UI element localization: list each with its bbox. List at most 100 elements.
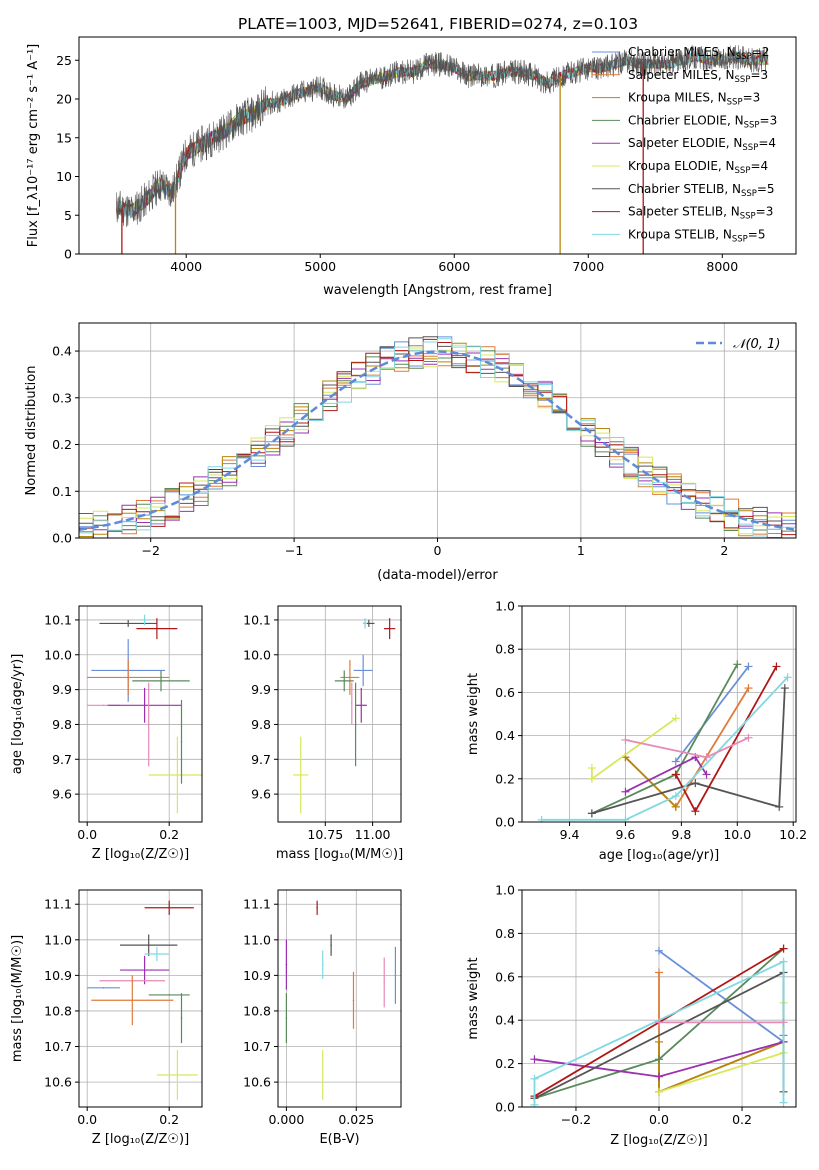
data-point xyxy=(330,944,332,946)
legend-subscript: SSP xyxy=(732,234,748,244)
y-tick-label: 9.8 xyxy=(251,717,271,732)
data-point xyxy=(352,999,355,1002)
y-tick-label: 10.8 xyxy=(243,1003,271,1018)
y-tick-label: 0.4 xyxy=(495,728,515,743)
y-tick-label: 11.1 xyxy=(243,897,271,912)
y-tick-label: 25 xyxy=(56,53,72,68)
y-tick-label: 10.0 xyxy=(44,647,72,662)
legend-label: Chabrier MILES, NSSP=2 xyxy=(628,45,769,62)
data-point xyxy=(316,906,318,909)
plot-area xyxy=(537,660,792,822)
legend-label: Salpeter STELIB, NSSP=3 xyxy=(628,205,773,222)
axes-frame xyxy=(78,605,203,823)
x-axis-label: wavelength [Angstrom, rest frame] xyxy=(323,283,552,298)
y-axis-label: Normed distribution xyxy=(24,366,39,496)
legend-tail: =3 xyxy=(756,205,774,219)
y-tick-label: 0.2 xyxy=(495,1056,515,1071)
y-tick-label: 1.0 xyxy=(495,883,515,898)
legend-subscript: SSP xyxy=(727,98,743,108)
plot-area xyxy=(87,900,198,1100)
y-tick-label: 10.8 xyxy=(44,1003,72,1018)
y-tick-label: 10.0 xyxy=(243,647,271,662)
data-point xyxy=(102,987,105,989)
data-point xyxy=(351,702,353,705)
legend-subscript: SSP xyxy=(744,120,760,130)
data-point xyxy=(143,619,146,621)
plot-area xyxy=(293,618,396,814)
data-point xyxy=(143,704,146,707)
legend-subscript: SSP xyxy=(735,166,751,176)
y-tick-label: 10.1 xyxy=(44,612,72,627)
legend-label: Chabrier ELODIE, NSSP=3 xyxy=(628,113,777,130)
y-tick-label: 0.3 xyxy=(52,390,72,405)
data-point xyxy=(131,999,134,1002)
weight-series-line xyxy=(675,666,778,814)
legend: 𝒩(0, 1) xyxy=(696,337,780,352)
y-tick-label: 9.6 xyxy=(52,787,72,802)
data-point xyxy=(160,680,162,682)
y-tick-label: 11.0 xyxy=(44,932,72,947)
data-point xyxy=(394,974,397,977)
legend-label: Kroupa ELODIE, NSSP=4 xyxy=(628,159,768,176)
y-tick-label: 10.6 xyxy=(243,1075,271,1090)
x-tick-label: 9.6 xyxy=(616,827,636,842)
y-tick-label: 0.0 xyxy=(495,1100,515,1115)
data-point xyxy=(147,944,150,946)
plot-area xyxy=(116,44,769,254)
x-tick-label: −2 xyxy=(141,543,159,558)
y-tick-label: 9.8 xyxy=(52,717,72,732)
data-point xyxy=(156,953,158,955)
age-vs-metallicity-panel: 0.0 0.2 9.6 9.7 9.8 9.9 10.0 10.1 Z [log₁₀(Z/Z☉)… xyxy=(10,605,203,862)
data-point xyxy=(143,969,146,971)
grid xyxy=(79,890,202,1107)
y-tick-label: 0.4 xyxy=(52,344,72,359)
x-tick-label: 0.0 xyxy=(77,1112,97,1127)
data-point xyxy=(168,994,170,996)
legend-label: Salpeter MILES, NSSP=3 xyxy=(628,68,768,85)
axes-frame xyxy=(78,889,203,1108)
legend-subscript: SSP xyxy=(736,52,752,62)
y-axis-label: mass weight xyxy=(466,673,481,755)
y-tick-label: 9.9 xyxy=(52,682,72,697)
grid xyxy=(79,606,202,822)
data-point xyxy=(368,622,370,625)
grid xyxy=(522,605,796,823)
x-tick-label: 4000 xyxy=(170,259,202,274)
figure-title: PLATE=1003, MJD=52641, FIBERID=0274, z=0… xyxy=(238,15,638,33)
legend-tail: =4 xyxy=(758,136,776,150)
x-tick-label: 10.2 xyxy=(779,827,807,842)
mass-vs-extinction-panel: 0.000 0.025 10.6 10.7 10.8 10.9 11.0 11.1 E(B-V) xyxy=(243,889,402,1147)
y-axis-label: mass [log₁₀(M/M☉)] xyxy=(10,935,25,1062)
x-tick-label: 0.2 xyxy=(159,1112,179,1127)
data-point xyxy=(180,1017,183,1019)
y-tick-label: 10.9 xyxy=(243,968,271,983)
weight-vs-metallicity-panel: −0.2 0.0 0.2 0.0 0.2 0.4 0.6 0.8 1.0 Z [log₁₀(Z/Z… xyxy=(466,883,797,1148)
y-tick-label: 10.9 xyxy=(44,968,72,983)
data-point xyxy=(168,906,170,909)
axes-frame xyxy=(521,605,797,823)
histogram-series xyxy=(79,338,796,537)
x-tick-label: 0.0 xyxy=(649,1112,669,1127)
legend-tail: =2 xyxy=(752,45,770,59)
legend-label: 𝒩(0, 1) xyxy=(733,337,780,352)
y-tick-label: 10.7 xyxy=(243,1039,271,1054)
legend-label: Salpeter ELODIE, NSSP=4 xyxy=(628,136,776,153)
weight-series-line xyxy=(625,756,708,793)
legend-tail: =3 xyxy=(743,91,761,105)
x-tick-label: 5000 xyxy=(304,259,336,274)
legend-tail: =3 xyxy=(750,68,768,82)
y-tick-label: 0.0 xyxy=(52,531,72,546)
axes-frame xyxy=(277,889,402,1108)
weight-series-line xyxy=(658,1041,784,1094)
y-axis-label: mass weight xyxy=(466,957,481,1039)
legend-tail: =4 xyxy=(750,159,768,173)
legend-subscript: SSP xyxy=(735,75,751,85)
data-point xyxy=(156,627,158,630)
x-tick-label: −0.2 xyxy=(561,1112,591,1127)
legend: Chabrier MILES, NSSP=2 Salpeter MILES, NS… xyxy=(592,45,777,244)
mass-vs-metallicity-panel: 0.0 0.2 10.6 10.7 10.8 10.9 11.0 11.1 Z [log₁₀(Z… xyxy=(10,889,203,1147)
legend-tail: =3 xyxy=(760,113,778,127)
weight-series-line xyxy=(675,665,750,763)
y-tick-label: 10 xyxy=(56,169,72,184)
